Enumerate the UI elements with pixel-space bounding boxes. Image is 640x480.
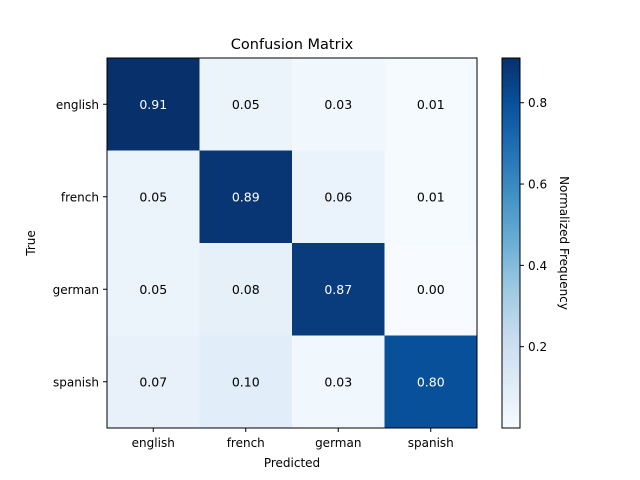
x-tick-label: english — [132, 436, 175, 450]
cell-value-label: 0.91 — [139, 97, 167, 112]
y-axis-ticks: english french german spanish — [53, 98, 107, 389]
heatmap-cell — [384, 335, 478, 429]
y-tick-label: french — [61, 190, 99, 204]
cell-value-label: 0.80 — [417, 374, 445, 389]
heatmap-cell — [384, 243, 478, 336]
heatmap-cell — [199, 243, 293, 336]
colorbar-tick-label: 0.8 — [528, 96, 547, 110]
heatmap-cell — [292, 150, 385, 244]
cell-value-label: 0.05 — [139, 189, 167, 204]
y-axis-label: True — [24, 230, 38, 257]
colorbar-tick-label: 0.6 — [528, 178, 547, 192]
heatmap-cell — [292, 335, 385, 429]
colorbar-tick-label: 0.4 — [528, 259, 547, 273]
y-tick-label: german — [53, 283, 99, 297]
heatmap-cell — [199, 58, 293, 151]
colorbar-ticks: 0.2 0.4 0.6 0.8 — [520, 96, 547, 354]
heatmap-cell — [199, 335, 293, 429]
heatmap-cells — [107, 58, 478, 429]
heatmap-cell — [199, 150, 293, 244]
cell-value-label: 0.05 — [232, 97, 260, 112]
cell-value-label: 0.10 — [232, 374, 260, 389]
x-tick-label: spanish — [408, 436, 454, 450]
colorbar-label: Normalized Frequency — [557, 176, 571, 310]
x-axis-ticks: english french german spanish — [132, 428, 454, 450]
cell-value-label: 0.07 — [139, 374, 167, 389]
plot-frame — [106, 57, 478, 429]
cell-value-label: 0.06 — [324, 189, 352, 204]
heatmap-cell — [384, 150, 478, 244]
heatmap-cell — [292, 243, 385, 336]
heatmap-cell — [107, 243, 200, 336]
chart-title: Confusion Matrix — [231, 37, 354, 53]
x-tick-label: german — [315, 436, 361, 450]
colorbar-tick-label: 0.2 — [528, 340, 547, 354]
x-tick-label: french — [227, 436, 265, 450]
colorbar — [501, 57, 521, 429]
heatmap-cell — [107, 335, 200, 429]
heatmap-cell — [292, 58, 385, 151]
cell-value-label: 0.01 — [417, 97, 445, 112]
heatmap-cell — [384, 58, 478, 151]
cell-value-label: 0.03 — [324, 374, 352, 389]
cell-value-label: 0.89 — [232, 189, 260, 204]
cell-value-label: 0.01 — [417, 189, 445, 204]
cell-value-label: 0.03 — [324, 97, 352, 112]
heatmap-cell — [107, 150, 200, 244]
heatmap-cell-labels: 0.91 0.05 0.03 0.01 0.05 0.89 0.06 0.01 0.05 0.08… — [139, 97, 444, 390]
y-tick-label: spanish — [53, 375, 99, 389]
cell-value-label: 0.87 — [324, 282, 352, 297]
cell-value-label: 0.05 — [139, 282, 167, 297]
y-tick-label: english — [56, 98, 99, 112]
cell-value-label: 0.00 — [417, 282, 445, 297]
x-axis-label: Predicted — [264, 456, 320, 470]
heatmap-cell — [107, 58, 200, 151]
cell-value-label: 0.08 — [232, 282, 260, 297]
